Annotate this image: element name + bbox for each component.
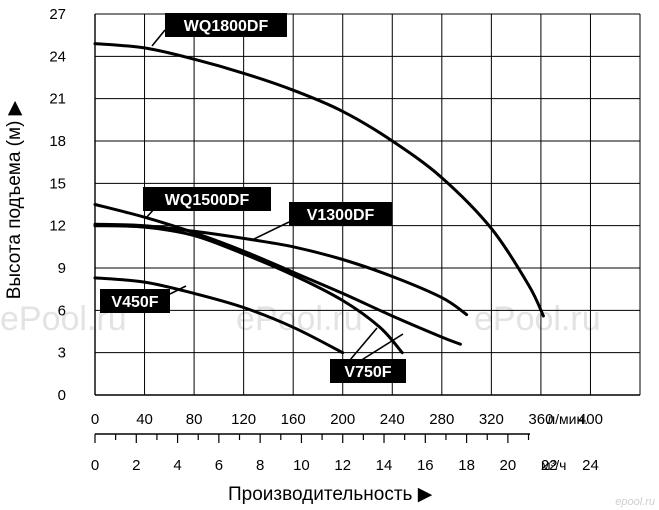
x-tick-label-m3h: 10 bbox=[293, 457, 310, 474]
x-tick-label-m3h: 22 bbox=[541, 457, 558, 474]
y-tick-label: 9 bbox=[58, 260, 66, 277]
x-tick-label-lpm: 80 bbox=[186, 411, 203, 428]
x-tick-label-lpm: 40 bbox=[136, 411, 153, 428]
y-tick-label: 6 bbox=[58, 302, 66, 319]
curve-v1300df bbox=[93, 222, 469, 317]
label-text: WQ1800DF bbox=[184, 18, 269, 35]
x-unit-m3h: м³/ч bbox=[541, 457, 566, 473]
x-tick-label-lpm: 320 bbox=[479, 411, 504, 428]
label-box bbox=[165, 13, 287, 37]
x-tick-label-lpm: 280 bbox=[429, 411, 454, 428]
x-tick-label-m3h: 4 bbox=[173, 457, 181, 474]
label-text: V1300DF bbox=[307, 207, 375, 224]
label-leader bbox=[359, 333, 404, 362]
label-text: V750F bbox=[344, 364, 391, 381]
x-tick-label-m3h: 20 bbox=[500, 457, 517, 474]
label-box bbox=[143, 187, 271, 211]
series-label-v450f: V450F bbox=[100, 285, 187, 313]
y-axis-title: Высота подъема (м) ▶ bbox=[4, 100, 25, 299]
x-tick-label-m3h: 8 bbox=[256, 457, 264, 474]
x-tick-label-lpm: 400 bbox=[578, 411, 603, 428]
label-leader bbox=[151, 29, 166, 47]
y-tick-label: 24 bbox=[49, 48, 66, 65]
x-tick-label-lpm: 240 bbox=[380, 411, 405, 428]
curve-wq1500df bbox=[93, 203, 462, 346]
y-tick-label: 18 bbox=[49, 133, 66, 150]
y-tick-label: 27 bbox=[49, 6, 66, 23]
x-tick-label-lpm: 120 bbox=[231, 411, 256, 428]
label-text: WQ1500DF bbox=[165, 192, 250, 209]
y-tick-label: 12 bbox=[49, 218, 66, 235]
x-tick-label-m3h: 24 bbox=[582, 457, 599, 474]
x-tick-label-m3h: 12 bbox=[334, 457, 351, 474]
x-tick-label-m3h: 2 bbox=[132, 457, 140, 474]
series-label-wq1800df: WQ1800DF bbox=[151, 13, 287, 47]
series-labels: WQ1800DF WQ1500DF V1300DF V750F V450F bbox=[100, 13, 406, 383]
y-tick-label: 0 bbox=[58, 387, 66, 404]
label-text: V450F bbox=[111, 294, 158, 311]
x-tick-label-m3h: 6 bbox=[215, 457, 223, 474]
watermark-2: ePool.ru bbox=[474, 300, 601, 338]
label-leader bbox=[349, 327, 378, 361]
y-tick-label: 3 bbox=[58, 345, 66, 362]
label-leader bbox=[169, 285, 187, 295]
x-tick-label-m3h: 0 bbox=[91, 457, 99, 474]
curve-v750f bbox=[93, 224, 404, 355]
y-tick-label: 15 bbox=[49, 175, 66, 192]
curve-wq1800df bbox=[93, 42, 545, 318]
curve-v450f bbox=[93, 276, 345, 355]
curves bbox=[93, 42, 545, 355]
label-box bbox=[330, 359, 406, 383]
series-label-wq1500df: WQ1500DF bbox=[143, 187, 271, 219]
x-tick-label-lpm: 0 bbox=[91, 411, 99, 428]
x-tick-label-lpm: 200 bbox=[330, 411, 355, 428]
x-unit-lpm: л/мин. bbox=[547, 411, 588, 427]
y-tick-label: 21 bbox=[49, 91, 66, 108]
x-axis-title: Производительность ▶ bbox=[228, 484, 433, 505]
series-label-v750f: V750F bbox=[330, 327, 406, 383]
x-tick-label-lpm: 160 bbox=[281, 411, 306, 428]
x-tick-label-m3h: 18 bbox=[458, 457, 475, 474]
x-tick-label-lpm: 360 bbox=[528, 411, 553, 428]
label-box bbox=[289, 202, 392, 226]
x-tick-label-m3h: 16 bbox=[417, 457, 434, 474]
corner-logo: epool.ru bbox=[615, 496, 655, 508]
label-leader bbox=[251, 221, 290, 241]
x-tick-label-m3h: 14 bbox=[376, 457, 393, 474]
watermark-1: ePool.ru bbox=[236, 300, 363, 338]
series-label-v1300df: V1300DF bbox=[251, 202, 392, 241]
label-box bbox=[100, 289, 170, 313]
